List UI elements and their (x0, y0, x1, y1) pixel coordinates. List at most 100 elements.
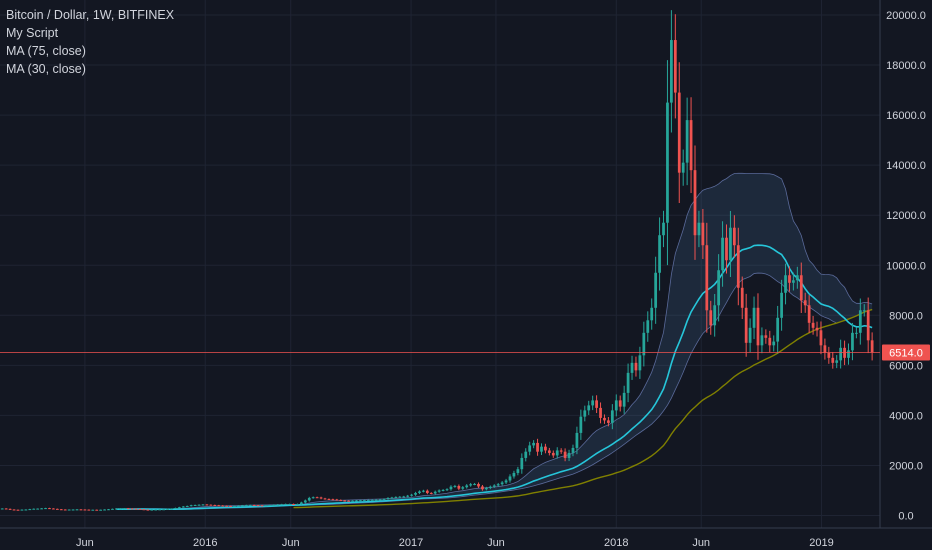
candle-body[interactable] (339, 499, 343, 501)
candle-body[interactable] (835, 360, 839, 363)
candle-body[interactable] (315, 497, 319, 499)
candle-body[interactable] (508, 476, 512, 481)
candle-body[interactable] (213, 504, 217, 506)
candle-body[interactable] (323, 498, 327, 500)
candle-body[interactable] (63, 509, 67, 511)
candle-body[interactable] (693, 170, 697, 236)
candle-body[interactable] (752, 307, 756, 328)
candle-body[interactable] (697, 222, 701, 236)
candle-body[interactable] (709, 310, 713, 326)
candle-body[interactable] (626, 372, 630, 393)
candle-body[interactable] (40, 508, 43, 510)
candle-body[interactable] (410, 494, 413, 496)
candle-body[interactable] (95, 509, 99, 511)
candle-body[interactable] (276, 504, 280, 506)
candle-body[interactable] (563, 451, 567, 458)
indicator-ma-30[interactable]: MA (30, close) (6, 62, 86, 76)
candle-body[interactable] (725, 237, 728, 261)
candle-body[interactable] (181, 506, 185, 508)
candle-body[interactable] (469, 484, 473, 486)
candle-body[interactable] (59, 509, 63, 511)
candle-body[interactable] (425, 490, 429, 493)
candle-body[interactable] (433, 491, 437, 494)
candle-body[interactable] (307, 497, 311, 501)
candle-body[interactable] (544, 446, 547, 451)
candle-body[interactable] (229, 505, 232, 507)
candle-body[interactable] (300, 502, 303, 504)
candle-body[interactable] (496, 484, 500, 486)
candle-body[interactable] (599, 407, 602, 418)
candle-body[interactable] (780, 292, 783, 318)
candle-body[interactable] (579, 416, 583, 433)
candle-body[interactable] (685, 120, 689, 163)
candle-body[interactable] (670, 40, 673, 103)
candle-body[interactable] (492, 485, 496, 487)
candle-body[interactable] (197, 504, 201, 506)
candle-body[interactable] (0, 508, 4, 510)
candle-body[interactable] (681, 162, 685, 173)
candle-body[interactable] (406, 495, 410, 497)
candle-body[interactable] (477, 483, 480, 487)
candle-body[interactable] (174, 507, 177, 509)
candle-body[interactable] (744, 307, 748, 343)
candle-body[interactable] (398, 496, 402, 498)
candle-body[interactable] (453, 485, 457, 487)
candle-body[interactable] (485, 487, 488, 490)
candle-body[interactable] (591, 400, 595, 406)
candle-body[interactable] (536, 442, 539, 452)
candle-body[interactable] (512, 472, 516, 477)
candle-body[interactable] (394, 496, 398, 498)
candle-body[interactable] (540, 446, 543, 452)
candle-body[interactable] (331, 499, 335, 501)
candle-body[interactable] (607, 420, 610, 423)
candle-body[interactable] (689, 120, 693, 171)
candle-body[interactable] (177, 507, 181, 509)
candle-body[interactable] (465, 485, 469, 488)
candle-body[interactable] (784, 275, 787, 293)
candle-body[interactable] (803, 300, 807, 306)
candle-body[interactable] (142, 509, 146, 511)
candle-body[interactable] (118, 508, 122, 510)
candle-body[interactable] (99, 509, 103, 511)
candle-body[interactable] (343, 500, 347, 502)
candle-body[interactable] (713, 305, 717, 326)
candle-body[interactable] (847, 350, 850, 358)
candle-body[interactable] (807, 305, 811, 323)
candle-body[interactable] (83, 509, 87, 511)
candle-body[interactable] (662, 222, 665, 236)
candle-body[interactable] (717, 270, 720, 306)
candle-body[interactable] (528, 445, 532, 452)
candle-body[interactable] (721, 237, 724, 271)
candle-body[interactable] (756, 307, 760, 346)
candle-body[interactable] (154, 509, 158, 511)
candle-body[interactable] (618, 400, 622, 407)
candle-body[interactable] (138, 508, 142, 510)
candle-body[interactable] (16, 509, 20, 511)
candle-body[interactable] (237, 505, 240, 507)
candle-body[interactable] (488, 486, 492, 488)
candle-body[interactable] (280, 504, 284, 506)
candle-body[interactable] (359, 500, 362, 502)
candle-body[interactable] (587, 405, 591, 411)
candle-body[interactable] (520, 457, 524, 470)
candle-body[interactable] (788, 275, 791, 283)
candle-body[interactable] (370, 499, 374, 501)
candle-body[interactable] (225, 505, 228, 507)
candle-body[interactable] (189, 505, 193, 507)
candle-body[interactable] (551, 452, 555, 456)
candle-body[interactable] (52, 508, 55, 510)
candle-body[interactable] (851, 332, 854, 351)
candle-body[interactable] (666, 102, 669, 223)
candle-body[interactable] (256, 505, 260, 507)
candle-body[interactable] (449, 486, 453, 490)
candle-body[interactable] (91, 509, 95, 511)
candle-body[interactable] (658, 235, 661, 273)
candle-body[interactable] (646, 320, 650, 333)
candle-body[interactable] (55, 508, 59, 510)
candle-body[interactable] (374, 499, 378, 501)
candle-body[interactable] (311, 497, 315, 499)
candle-body[interactable] (461, 487, 465, 489)
candle-body[interactable] (705, 245, 709, 311)
candle-body[interactable] (650, 307, 654, 321)
